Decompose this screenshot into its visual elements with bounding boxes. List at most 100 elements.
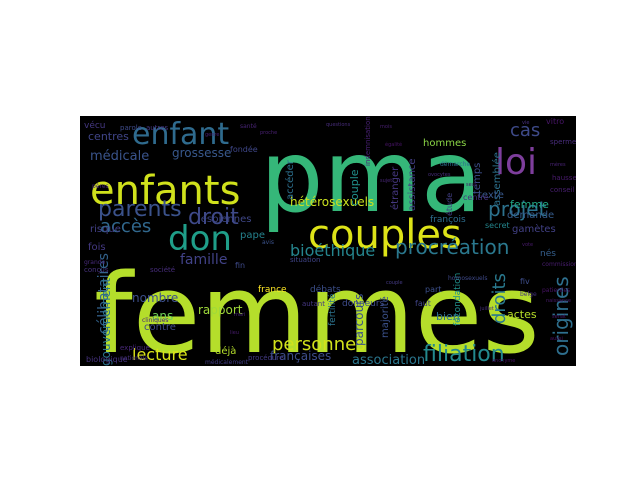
- word-59: débats: [310, 284, 341, 295]
- word-65: hausse: [552, 174, 576, 182]
- word-42: texte: [478, 190, 504, 201]
- word-36: demande: [507, 210, 554, 221]
- word-61: secret: [485, 221, 510, 230]
- word-80: grande: [84, 259, 106, 266]
- word-24: célibataires: [96, 253, 112, 334]
- word-29: rapport: [198, 303, 243, 317]
- word-25: gouvernement: [99, 278, 113, 366]
- word-74: procédure: [248, 354, 284, 362]
- word-46: vécu: [84, 120, 106, 131]
- word-110: vote: [522, 242, 533, 248]
- word-81: commission: [542, 261, 576, 268]
- word-102: mari: [234, 312, 245, 318]
- word-104: anonyme: [492, 358, 515, 364]
- word-18: origines: [549, 276, 573, 356]
- word-17: lecture: [132, 345, 188, 364]
- word-97: sénat: [552, 313, 566, 320]
- word-56: fois: [88, 242, 106, 253]
- word-1: pma: [260, 118, 482, 235]
- word-103: lieu: [230, 330, 239, 336]
- word-84: parole: [120, 124, 142, 132]
- word-64: sperme: [550, 138, 576, 146]
- word-52: fertilité: [327, 293, 338, 326]
- word-67: centre: [463, 193, 489, 202]
- word-99: juillet: [479, 306, 494, 312]
- word-71: explique: [120, 344, 150, 352]
- word-10: projet: [488, 197, 547, 221]
- word-51: fécondation: [452, 273, 463, 326]
- word-30: nombre: [132, 291, 178, 305]
- word-20: lesbiennes: [198, 214, 251, 225]
- word-49: déjà: [215, 345, 236, 357]
- word-105: sujet: [380, 178, 392, 184]
- word-50: majorité: [379, 296, 391, 338]
- word-48: france: [258, 285, 287, 295]
- word-94: mères: [550, 161, 566, 168]
- word-106: égalité: [385, 141, 402, 148]
- word-70: société: [150, 266, 175, 274]
- word-6: don: [168, 219, 232, 259]
- word-45: accéder: [284, 159, 296, 200]
- word-12: procréation: [395, 235, 509, 259]
- word-88: patientes: [542, 287, 570, 294]
- word-41: assemblée: [491, 152, 503, 206]
- word-93: pères: [92, 183, 109, 190]
- word-87: santé: [240, 123, 257, 130]
- word-2: couples: [308, 212, 462, 258]
- word-78: faut: [415, 299, 431, 308]
- word-101: couple: [386, 280, 403, 286]
- word-100: belge: [520, 291, 537, 298]
- word-91: démarche: [440, 161, 470, 168]
- word-19: droits: [489, 273, 510, 324]
- word-15: personnes: [272, 334, 366, 355]
- word-3: enfants: [90, 168, 240, 214]
- word-76: situation: [290, 256, 320, 264]
- word-68: étude: [444, 193, 454, 216]
- word-4: enfant: [132, 117, 229, 152]
- word-60: françois: [430, 215, 466, 225]
- word-66: conseil: [550, 186, 574, 194]
- word-58: fin: [235, 261, 245, 270]
- word-92: ovocytes: [428, 172, 451, 178]
- word-107: vie: [522, 120, 529, 126]
- word-32: hétérosexuels: [290, 195, 374, 209]
- word-16: famille: [180, 252, 227, 268]
- word-47: pape: [240, 230, 265, 241]
- word-13: bioéthique: [290, 241, 375, 260]
- word-27: association: [352, 353, 425, 366]
- word-28: françaises: [270, 349, 331, 363]
- word-0: femmes: [94, 250, 540, 366]
- word-14: filiation: [423, 342, 505, 366]
- word-5: loi: [495, 142, 537, 183]
- word-21: grossesse: [172, 146, 231, 160]
- word-89: naissance: [546, 298, 571, 304]
- word-26: biologique: [86, 355, 128, 364]
- word-44: assistance: [407, 158, 418, 211]
- word-53: donneurs: [342, 299, 385, 309]
- word-95: seul: [466, 182, 476, 188]
- word-7: parents: [98, 197, 182, 222]
- word-109: avis: [262, 239, 274, 246]
- word-112: mois: [380, 124, 392, 130]
- word-39: hommes: [423, 138, 466, 149]
- word-72: cliniques: [142, 317, 169, 324]
- word-85: autres: [146, 124, 169, 132]
- word-37: gamètes: [512, 223, 556, 235]
- word-90: homosexuels: [448, 275, 488, 282]
- word-8: droit: [188, 205, 239, 230]
- word-55: risque: [90, 224, 121, 235]
- word-33: couple: [348, 169, 361, 206]
- word-75: fondée: [230, 144, 258, 154]
- word-79: conçus: [84, 266, 109, 274]
- word-35: femme: [510, 198, 549, 211]
- word-11: cas: [510, 120, 540, 141]
- word-77: part: [425, 285, 441, 294]
- word-96: aussi: [550, 336, 563, 342]
- word-62: fiv: [520, 277, 530, 286]
- word-111: questions: [326, 122, 351, 128]
- word-63: vitro: [546, 117, 564, 126]
- word-23: centres: [88, 130, 129, 143]
- word-54: nés: [540, 248, 556, 259]
- word-43: étranger: [389, 166, 401, 210]
